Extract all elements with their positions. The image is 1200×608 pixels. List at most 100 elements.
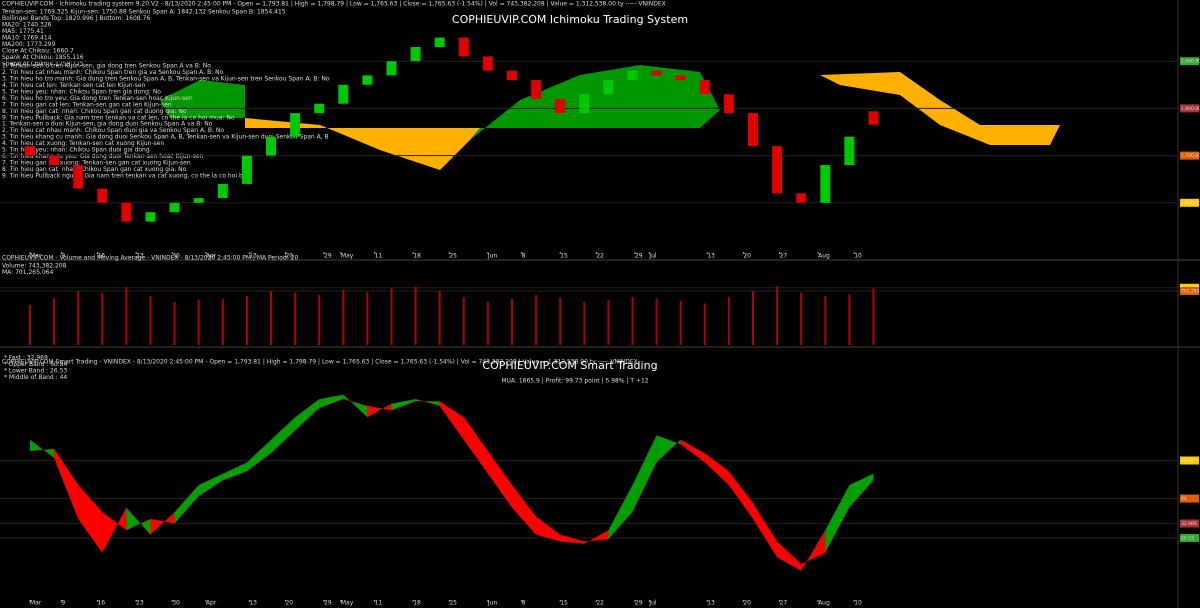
series-line	[29, 394, 874, 572]
candle	[868, 111, 879, 125]
x-tick-label: Jul	[648, 600, 657, 607]
volume-bar	[511, 298, 513, 345]
band-segment	[271, 417, 296, 454]
volume-bar	[77, 291, 80, 345]
signal-line: 9. Tin hieu Pullback nguoc: Gia nam tren…	[2, 173, 250, 180]
x-tick-label: 15	[560, 253, 568, 260]
candle	[386, 61, 397, 76]
x-tick-label: Jul	[648, 253, 657, 260]
band-segment	[536, 516, 561, 542]
info-line: Volume: 743,382,208	[2, 263, 67, 270]
x-tick-label: Aug	[818, 600, 830, 607]
signal-line: 6. Tin hieu ho tro yeu: Gia dong tren Te…	[2, 95, 193, 102]
candle	[266, 136, 276, 156]
volume-bar	[366, 291, 369, 345]
annotation: MUA: 1665.9 | Profit: 99.73 point | 5.98…	[501, 378, 648, 385]
signal-line: 9. Tin hieu Pullback: Gia nam tren tenka…	[2, 115, 235, 122]
candle	[723, 94, 734, 114]
info-line: Close At Chikou: 1660.7	[2, 48, 74, 55]
band-segment	[680, 439, 705, 463]
candle	[603, 80, 614, 95]
x-tick-label: Apr	[206, 253, 217, 260]
candle	[193, 198, 204, 203]
volume-bar	[703, 303, 706, 345]
signal-line: 6. Tin hieu khang cu yeu: Gia dong duoi …	[2, 153, 203, 160]
band-segment	[608, 485, 633, 540]
x-tick-label: 11	[375, 600, 383, 607]
signal-line: 7. Tin hieu gan cat xuong: Tenkan-sen ga…	[2, 160, 191, 167]
x-tick-label: 30	[172, 253, 180, 260]
x-tick-label: 22	[596, 253, 604, 260]
x-tick-label: Apr	[206, 600, 217, 607]
volume-bar	[824, 295, 827, 345]
x-tick-label: Jun	[487, 253, 498, 260]
band-segment	[656, 435, 681, 463]
band-segment	[319, 394, 344, 409]
candle	[169, 202, 180, 213]
info-line: Bollinger Bands Top: 1820.996 | Bottom: …	[2, 15, 150, 22]
signal-line: 2. Tin hieu cat nhau manh: Chikou Span t…	[2, 69, 224, 76]
x-tick-label: 29	[635, 253, 643, 260]
x-tick-label: 22	[596, 600, 604, 607]
candle	[97, 188, 108, 203]
volume-bar	[221, 298, 224, 345]
candle	[844, 136, 855, 166]
x-tick-label: Aug	[818, 253, 830, 260]
candle	[772, 146, 783, 194]
band-segment	[463, 417, 488, 474]
band-segment	[246, 439, 271, 472]
x-tick-label: May	[341, 253, 354, 260]
volume-bar	[101, 292, 104, 345]
pane-title: COPHIEUVIP.COM - Volume and Moving Avera…	[2, 255, 298, 262]
band-segment	[512, 485, 537, 535]
signal-line: 2. Tin hieu cat nhau manh: Chikou Span d…	[2, 127, 224, 134]
candle	[217, 183, 228, 199]
candle	[434, 37, 445, 48]
candle	[73, 165, 84, 189]
price-tag	[1180, 456, 1199, 465]
candle	[651, 70, 662, 76]
volume-bar	[245, 295, 248, 345]
volume-bar	[462, 297, 465, 345]
candle	[25, 146, 35, 156]
candle	[796, 193, 807, 203]
watermark: COPHIEUVIP.COM Ichimoku Trading System	[452, 13, 688, 26]
price-tag	[1180, 198, 1199, 207]
band-segment	[295, 399, 320, 431]
price-tag	[1180, 287, 1199, 296]
candle	[362, 75, 373, 85]
x-tick-label: 27	[780, 600, 788, 607]
volume-bar	[390, 288, 393, 345]
signal-line: 1. Tenkan-sen o duoi Kijun-sen, gia dong…	[2, 121, 213, 128]
price-tag	[1180, 151, 1199, 160]
candle	[675, 75, 686, 81]
band-segment	[174, 485, 199, 524]
band-segment	[78, 485, 103, 553]
x-tick-label: 11	[375, 253, 383, 260]
info-line: Tenkan-sen: 1769.325 Kijun-sen: 1750.88 …	[1, 9, 286, 16]
candle	[699, 80, 710, 95]
candle	[338, 84, 349, 104]
x-tick-label: 20	[743, 600, 751, 607]
legend-entry: * Fast : 32.969	[4, 355, 48, 362]
candle	[458, 37, 469, 57]
x-tick-label: 18	[413, 253, 421, 260]
x-tick-label: 18	[413, 600, 421, 607]
candle	[555, 98, 566, 114]
info-line: MA5: 1775.41	[2, 28, 44, 35]
candle	[121, 202, 132, 222]
x-tick-label: 16	[97, 600, 105, 607]
candle	[290, 113, 301, 137]
x-tick-label: 25	[449, 253, 457, 260]
y-tick-label: 44	[1181, 496, 1187, 502]
signal-line: 4. Tin hieu cat len: Tenkan-sen cat len …	[2, 82, 146, 89]
price-tag	[1180, 104, 1199, 113]
volume-bar	[752, 291, 754, 345]
volume-bar	[655, 298, 658, 345]
band-segment	[54, 448, 79, 519]
info-line: Spank At Chikou: 1855.116	[2, 54, 84, 61]
signal-line: 8. Tin hieu gan cat: nhan: Chikou Span g…	[2, 166, 187, 173]
y-tick-label: 60.84	[1181, 458, 1194, 464]
x-tick-label: 25	[449, 600, 457, 607]
